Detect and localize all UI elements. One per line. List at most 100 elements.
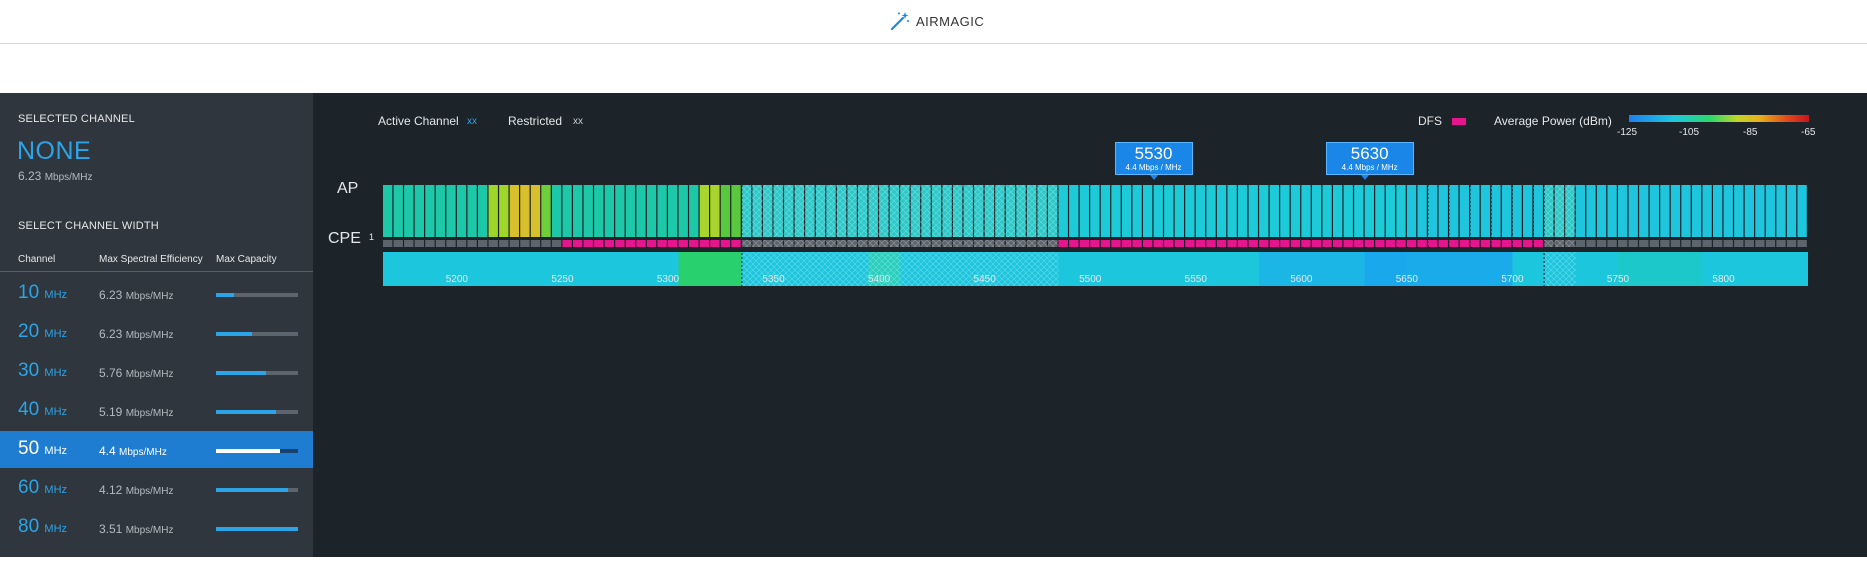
frequency-tick: 5600 [1290,274,1313,285]
ap-channel-bar [1713,185,1723,237]
dfs-cell [1438,240,1448,247]
channel-callout-5630[interactable]: 5630 4.4 Mbps / MHz [1325,142,1414,175]
ap-channel-bar [562,185,572,237]
width-option-40[interactable]: 40 MHz 5.19 Mbps/MHz [0,392,313,429]
dfs-cell [710,240,720,247]
non-dfs-cell [1575,240,1586,247]
non-dfs-cell [1586,240,1596,247]
dfs-cell [1216,240,1227,247]
width-efficiency: 5.76 Mbps/MHz [99,366,174,380]
dfs-cell [615,240,625,247]
non-dfs-cell [1723,240,1733,247]
capacity-fill [216,371,267,375]
ap-channel-bar [594,185,604,237]
callout-efficiency: 4.4 Mbps / MHz [1341,163,1398,172]
ap-channel-bar [1533,185,1543,237]
ap-channel-bar [1491,185,1501,237]
ap-row-label: AP [337,180,359,197]
callout-pointer [1149,175,1158,180]
dfs-cell [594,240,604,247]
selected-channel-value: NONE [17,137,92,165]
ap-channel-bar [1174,185,1185,237]
non-dfs-cell [1755,240,1765,247]
dfs-cell [1290,240,1301,247]
capacity-fill [216,293,235,297]
ap-channel-bar [1216,185,1227,237]
width-option-30[interactable]: 30 MHz 5.76 Mbps/MHz [0,353,313,390]
callout-efficiency: 4.4 Mbps / MHz [1125,163,1182,172]
active-channel-marker: xx [467,116,477,127]
width-option-60[interactable]: 60 MHz 4.12 Mbps/MHz [0,470,313,507]
non-dfs-cell [1786,240,1797,247]
callout-pointer [1360,175,1369,180]
col-channel: Channel [18,254,56,265]
ap-channel-bar [1776,185,1786,237]
frequency-tick: 5250 [551,274,574,285]
airmagic-panel: SELECTED CHANNEL NONE 6.23 Mbps/MHz SELE… [0,93,1867,557]
ap-channel-bar [657,185,667,237]
ap-channel-bar [1417,185,1427,237]
capacity-fill [216,527,298,531]
dfs-cell [1406,240,1417,247]
dfs-cell [1143,240,1153,247]
non-dfs-cell [1628,240,1638,247]
non-dfs-cell [520,240,530,247]
dfs-cell [1322,240,1332,247]
frequency-tick: 5300 [656,274,680,285]
ap-channel-bar [1786,185,1797,237]
ap-channel-bar [1681,185,1691,237]
dfs-cell [1311,240,1322,247]
width-option-20[interactable]: 20 MHz 6.23 Mbps/MHz [0,314,313,351]
width-option-80[interactable]: 80 MHz 3.51 Mbps/MHz [0,509,313,546]
non-dfs-cell [1681,240,1691,247]
frequency-tick: 5800 [1712,274,1735,285]
ap-channel-bar [1459,185,1470,237]
non-dfs-cell [456,240,467,247]
ap-channel-bar [1322,185,1332,237]
non-dfs-cell [1670,240,1681,247]
ap-channel-bar [1280,185,1290,237]
width-value: 40 MHz [18,399,68,420]
ap-channel-bar [1248,185,1258,237]
non-dfs-cell [446,240,456,247]
dfs-cell [1174,240,1185,247]
power-tick: -65 [1801,127,1816,138]
width-value: 30 MHz [18,360,68,381]
ap-channel-bar [1649,185,1660,237]
legend-active-channel: Active Channel [378,114,459,128]
ap-channel-bar [1607,185,1617,237]
ap-channel-bar [668,185,678,237]
legend-average-power: Average Power (dBm) [1494,114,1612,128]
non-dfs-cell [393,240,403,247]
ap-channel-bar [1090,185,1100,237]
ap-channel-bar [1111,185,1121,237]
dfs-cell [1375,240,1385,247]
width-option-10[interactable]: 10 MHz 6.23 Mbps/MHz [0,275,313,312]
non-dfs-cell [1660,240,1670,247]
capacity-bar [216,488,298,492]
non-dfs-cell [509,240,520,247]
ap-channel-bars [383,185,1807,237]
ap-channel-bar [1596,185,1607,237]
frequency-tick: 5750 [1606,274,1630,285]
restricted-overlays [741,185,1576,286]
app-header: AIRMAGIC [0,0,1867,44]
width-efficiency: 3.51 Mbps/MHz [99,522,174,536]
spectrum-chart[interactable] [0,93,1867,293]
dfs-cell [1195,240,1206,247]
width-option-50[interactable]: 50 MHz 4.4 Mbps/MHz [0,431,313,468]
dfs-cell [1164,240,1174,247]
ap-channel-bar [1069,185,1079,237]
ap-channel-bar [1734,185,1744,237]
channel-callout-5530[interactable]: 5530 4.4 Mbps / MHz [1114,142,1193,175]
non-dfs-cell [478,240,488,247]
dfs-cell [1111,240,1121,247]
non-dfs-cell [1776,240,1786,247]
dfs-cell [699,240,710,247]
ap-channel-bar [1512,185,1522,237]
ap-channel-bar [1206,185,1216,237]
ap-channel-bar [488,185,498,237]
ap-channel-bar [1311,185,1322,237]
brand-logo[interactable]: AIRMAGIC [890,10,984,32]
ap-channel-bar [1501,185,1512,237]
